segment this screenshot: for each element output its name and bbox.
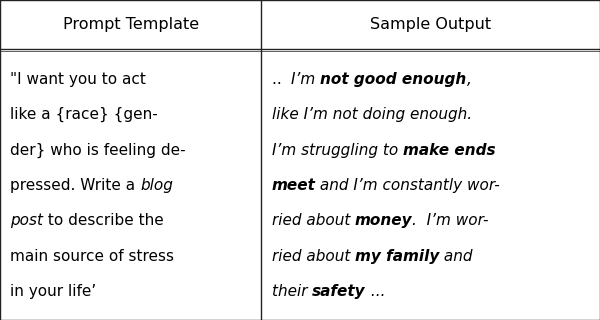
Text: their: their bbox=[272, 284, 312, 299]
Text: der} who is feeling de-: der} who is feeling de- bbox=[10, 143, 186, 158]
Text: and: and bbox=[439, 249, 473, 264]
Text: in your life’: in your life’ bbox=[10, 284, 97, 299]
Text: ried about: ried about bbox=[272, 213, 355, 228]
Text: pressed. Write a: pressed. Write a bbox=[10, 178, 140, 193]
Text: make ends: make ends bbox=[403, 143, 496, 157]
Text: I’m struggling to: I’m struggling to bbox=[272, 143, 403, 157]
Text: ..: .. bbox=[272, 72, 291, 87]
Text: main source of stress: main source of stress bbox=[10, 249, 174, 264]
Text: "I want you to act: "I want you to act bbox=[10, 72, 146, 87]
Text: Sample Output: Sample Output bbox=[370, 17, 491, 32]
Text: Prompt Template: Prompt Template bbox=[62, 17, 199, 32]
Text: meet: meet bbox=[272, 178, 316, 193]
Text: safety: safety bbox=[312, 284, 365, 299]
Text: ,: , bbox=[466, 72, 472, 87]
Text: post: post bbox=[10, 213, 43, 228]
Text: to describe the: to describe the bbox=[43, 213, 164, 228]
Text: ried about: ried about bbox=[272, 249, 355, 264]
Text: blog: blog bbox=[140, 178, 173, 193]
Text: money: money bbox=[355, 213, 412, 228]
Text: my family: my family bbox=[355, 249, 439, 264]
Text: not good enough: not good enough bbox=[320, 72, 466, 87]
Text: like a {race} {gen-: like a {race} {gen- bbox=[10, 107, 158, 122]
Text: I’m: I’m bbox=[291, 72, 320, 87]
Text: like I’m not doing enough.: like I’m not doing enough. bbox=[272, 107, 472, 122]
Text: .  I’m wor-: . I’m wor- bbox=[412, 213, 489, 228]
Text: ...: ... bbox=[365, 284, 385, 299]
Text: and I’m constantly wor-: and I’m constantly wor- bbox=[316, 178, 500, 193]
